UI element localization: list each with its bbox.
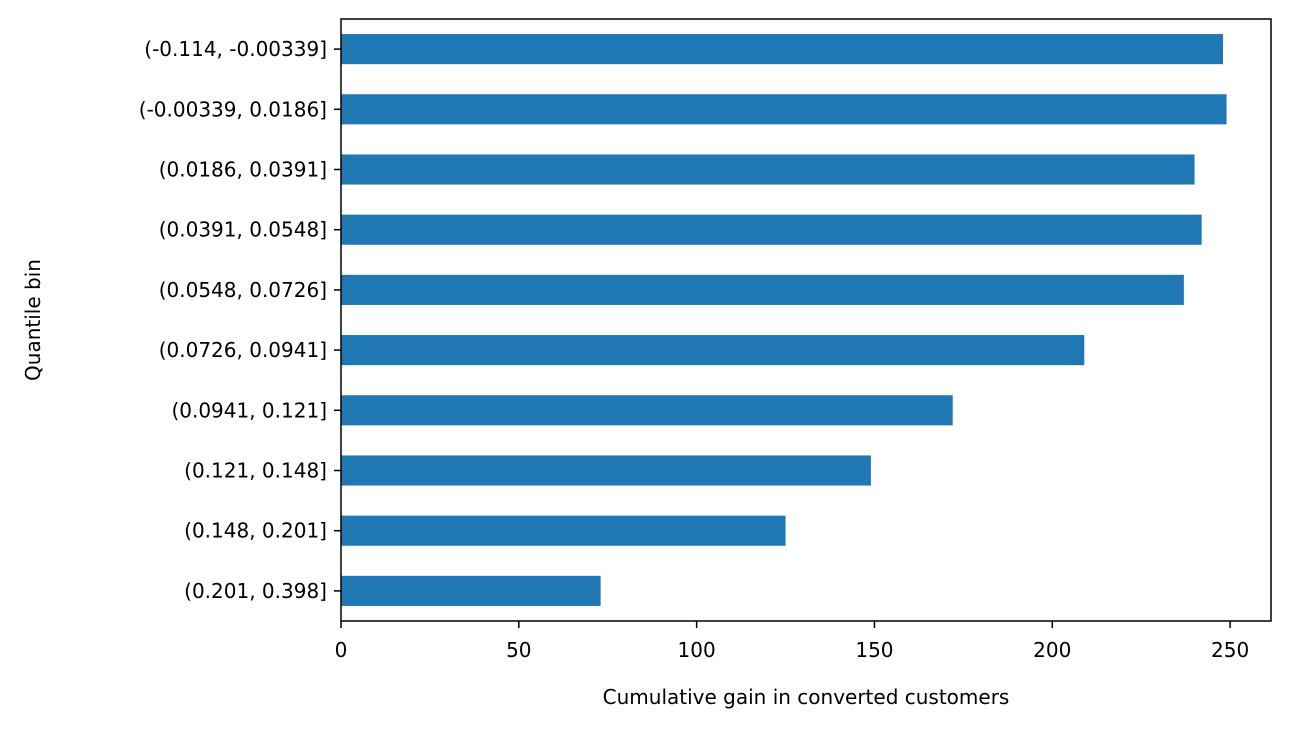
bars-group: [341, 34, 1227, 606]
y-tick-label: (-0.114, -0.00339]: [144, 37, 327, 61]
x-tick-label: 0: [335, 638, 348, 662]
x-tick-label: 50: [506, 638, 531, 662]
y-tick-label: (0.201, 0.398]: [184, 579, 327, 603]
y-tick-label: (0.0391, 0.0548]: [159, 218, 327, 242]
bar: [341, 455, 871, 486]
y-tick-label: (0.0548, 0.0726]: [159, 278, 327, 302]
x-axis-ticks: 0 50 100 150 200 250: [335, 621, 1249, 662]
bar: [341, 214, 1202, 245]
x-tick-label: 200: [1033, 638, 1071, 662]
bar: [341, 575, 601, 606]
y-tick-label: (-0.00339, 0.0186]: [139, 97, 327, 121]
x-tick-label: 100: [678, 638, 716, 662]
y-tick-label: (0.148, 0.201]: [184, 519, 327, 543]
plot-frame: [340, 18, 1272, 622]
bar: [341, 94, 1227, 125]
y-axis-label: Quantile bin: [21, 259, 45, 381]
bar: [341, 154, 1195, 185]
bar: [341, 34, 1223, 65]
bar: [341, 515, 786, 546]
x-tick-label: 150: [855, 638, 893, 662]
bar: [341, 274, 1184, 305]
x-axis-label: Cumulative gain in converted customers: [603, 685, 1010, 709]
bar: [341, 335, 1085, 366]
y-tick-label: (0.0186, 0.0391]: [159, 158, 327, 182]
bar: [341, 395, 953, 426]
x-tick-label: 250: [1211, 638, 1249, 662]
y-tick-label: (0.0941, 0.121]: [171, 398, 327, 422]
y-tick-label: (0.121, 0.148]: [184, 459, 327, 483]
y-axis-ticks: (-0.114, -0.00339] (-0.00339, 0.0186] (0.0…: [139, 37, 341, 603]
y-tick-label: (0.0726, 0.0941]: [159, 338, 327, 362]
